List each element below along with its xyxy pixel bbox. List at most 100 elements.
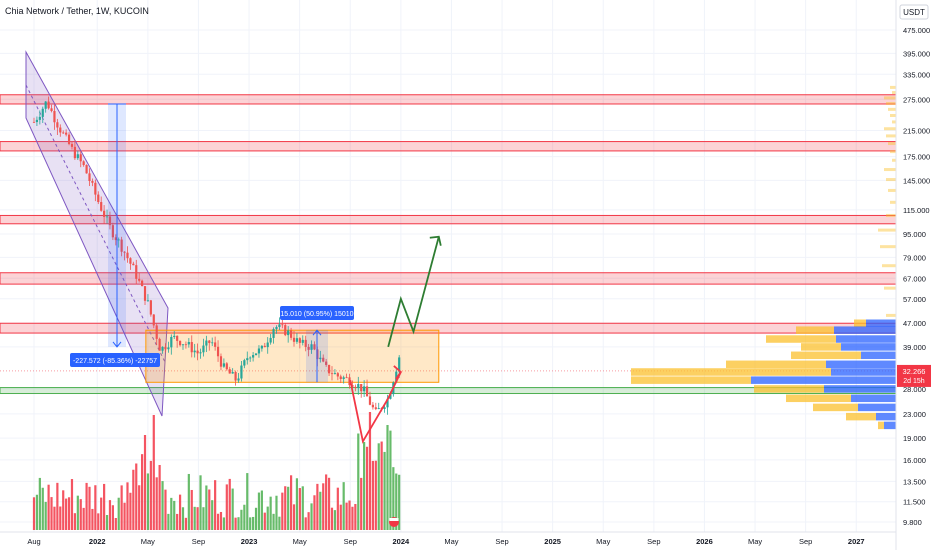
volume-bar bbox=[389, 430, 392, 530]
volume-bar bbox=[91, 508, 94, 530]
volume-bar bbox=[111, 505, 114, 530]
candle-down bbox=[56, 122, 59, 128]
profile-row-sell bbox=[813, 403, 858, 412]
measure-up-arrow bbox=[312, 329, 322, 336]
profile-row-buy bbox=[861, 351, 896, 360]
volume-bar bbox=[65, 498, 68, 530]
profile-row-upper bbox=[884, 286, 896, 290]
profile-row-upper bbox=[890, 113, 896, 117]
profile-row-upper bbox=[886, 102, 896, 106]
price-tick-label: 28.000 bbox=[903, 385, 926, 394]
time-tick-label: Sep bbox=[495, 537, 508, 546]
volume-bar bbox=[377, 443, 380, 530]
volume-bar bbox=[94, 485, 97, 530]
volume-bar bbox=[85, 482, 88, 530]
candle-up bbox=[301, 339, 304, 343]
volume-bar bbox=[214, 480, 217, 530]
candle-down bbox=[108, 216, 112, 226]
candle-up bbox=[295, 338, 299, 342]
candle-up bbox=[161, 346, 164, 351]
volume-bar bbox=[228, 478, 231, 530]
candle-down bbox=[67, 134, 71, 145]
candle-down bbox=[70, 144, 74, 147]
profile-row-buy bbox=[831, 368, 896, 376]
candle-up bbox=[202, 345, 205, 353]
profile-row-upper bbox=[888, 188, 896, 192]
volume-bar bbox=[240, 509, 243, 530]
candle-up bbox=[398, 357, 401, 372]
profile-row-upper bbox=[892, 158, 896, 162]
profile-row-upper bbox=[880, 245, 896, 249]
price-tick-label: 115.000 bbox=[903, 206, 930, 215]
volume-bar bbox=[316, 483, 319, 530]
volume-bar bbox=[301, 486, 304, 530]
volume-bar bbox=[304, 517, 307, 530]
volume-bar bbox=[196, 507, 199, 530]
volume-bar bbox=[363, 441, 366, 530]
candle-up bbox=[187, 342, 190, 345]
candle-down bbox=[135, 265, 138, 279]
candle-up bbox=[76, 154, 79, 159]
candle-up bbox=[38, 116, 41, 120]
profile-row-sell bbox=[631, 368, 831, 376]
candle-down bbox=[138, 278, 141, 281]
volume-bar bbox=[146, 473, 150, 530]
measure-down-label-text: -227.572 (-85.36%) -22757 bbox=[73, 358, 157, 365]
time-tick-label: 2023 bbox=[241, 537, 258, 546]
volume-bar bbox=[152, 415, 155, 530]
volume-bar bbox=[252, 516, 255, 530]
volume-bar bbox=[62, 490, 65, 530]
measure-down-label: -227.572 (-85.36%) -22757 bbox=[70, 353, 160, 367]
volume-bar bbox=[100, 497, 103, 530]
profile-row-buy bbox=[851, 394, 896, 403]
projection-green-arrowhead bbox=[429, 235, 442, 246]
volume-bar bbox=[374, 460, 377, 530]
candle-down bbox=[336, 373, 339, 377]
volume-bar bbox=[246, 473, 249, 530]
projection-red bbox=[349, 371, 402, 444]
time-tick-label: Sep bbox=[647, 537, 660, 546]
candle-down bbox=[289, 330, 293, 338]
volume-bar bbox=[135, 463, 138, 530]
volume-bar bbox=[368, 412, 372, 530]
time-tick-label: May bbox=[141, 537, 155, 546]
volume-bar bbox=[392, 467, 395, 530]
candle-down bbox=[50, 108, 53, 112]
volume-bars bbox=[32, 412, 401, 530]
measure-tools: -227.572 (-85.36%) -22757 15.010 (50.95%)… bbox=[70, 103, 354, 383]
candle-down bbox=[190, 342, 193, 353]
profile-row-sell bbox=[631, 376, 751, 384]
volume-bar bbox=[44, 501, 47, 530]
profile-row-sell bbox=[878, 421, 884, 430]
profile-row-sell bbox=[846, 412, 876, 421]
candle-down bbox=[53, 111, 56, 123]
volume-bar bbox=[278, 516, 281, 530]
measure-up-label: 15.010 (50.95%) 15010 bbox=[280, 306, 354, 320]
volume-bar bbox=[70, 479, 74, 530]
profile-row-buy bbox=[876, 412, 896, 421]
candle-down bbox=[263, 345, 266, 348]
currency-badge[interactable]: USDT bbox=[899, 4, 929, 20]
candle-down bbox=[228, 369, 231, 374]
candle-down bbox=[88, 173, 91, 181]
volume-bar bbox=[231, 488, 234, 530]
candle-down bbox=[158, 338, 161, 351]
time-axis[interactable]: Aug 2022 May Sep 2023 May Sep 2024 May Sep 2025 May… bbox=[0, 531, 896, 546]
price-axis[interactable]: 475.000 395.000 335.000 275.000 215.000 175.0… bbox=[895, 0, 931, 550]
volume-bar bbox=[310, 503, 313, 530]
volume-bar bbox=[313, 495, 316, 530]
volume-bar bbox=[41, 487, 44, 530]
volume-bar bbox=[202, 507, 205, 530]
profile-row-upper bbox=[884, 96, 896, 100]
candle-down bbox=[281, 324, 284, 326]
candle-down bbox=[82, 161, 85, 166]
volume-bar bbox=[138, 485, 141, 530]
volume-bar bbox=[208, 489, 211, 530]
volume-bar bbox=[257, 492, 261, 530]
candle-down bbox=[155, 325, 158, 339]
time-tick-label: 2022 bbox=[89, 537, 106, 546]
volume-bar bbox=[342, 482, 345, 530]
volume-bar bbox=[380, 441, 383, 530]
time-tick-label: May bbox=[596, 537, 610, 546]
